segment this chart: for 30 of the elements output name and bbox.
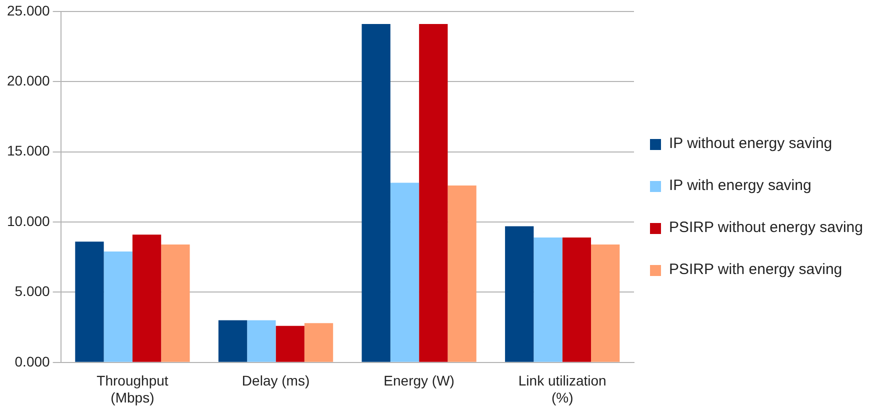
x-tick-label: Delay (ms) xyxy=(242,372,310,389)
x-tick-label: Throughput (Mbps) xyxy=(96,372,168,406)
bar xyxy=(104,251,132,362)
x-tick-label: Link utilization (%) xyxy=(518,372,606,406)
bar xyxy=(218,320,248,362)
legend-label: PSIRP without energy saving xyxy=(669,219,863,237)
y-tick-label: 15.000 xyxy=(6,142,50,159)
bar xyxy=(419,24,448,362)
y-tick-label: 5.000 xyxy=(14,283,50,300)
legend-label: IP without energy saving xyxy=(669,135,832,153)
bar xyxy=(534,237,562,362)
bar xyxy=(390,182,420,362)
bar xyxy=(591,244,620,362)
bar xyxy=(276,326,304,362)
bar xyxy=(132,234,162,362)
y-tick-label: 10.000 xyxy=(6,212,50,229)
y-tick-label: 25.000 xyxy=(6,2,50,18)
bar xyxy=(75,242,104,362)
bar xyxy=(304,323,334,362)
bar xyxy=(562,237,592,362)
y-tick-label: 20.000 xyxy=(6,72,50,88)
x-tick-label: Energy (W) xyxy=(384,372,454,389)
bar xyxy=(505,226,534,362)
bar xyxy=(362,24,390,362)
y-tick-label: 0.000 xyxy=(14,353,50,370)
legend-label: PSIRP with energy saving xyxy=(669,261,842,279)
bar xyxy=(448,185,476,362)
bar xyxy=(161,244,190,362)
bar xyxy=(247,320,276,362)
legend-label: IP with energy saving xyxy=(669,177,812,195)
